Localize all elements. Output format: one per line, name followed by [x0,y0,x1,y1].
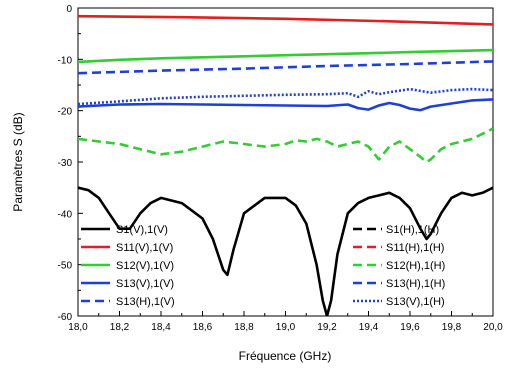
legend-label: S1(H),1(H) [386,224,439,236]
y-tick-label: -50 [58,261,73,272]
x-tick-label: 18,6 [193,322,213,333]
legend-label: S11(V),1(V) [116,242,173,254]
y-tick-label: -10 [58,55,73,66]
series-line [78,48,493,64]
y-tick-label: 0 [66,4,72,15]
legend-label: S12(H),1(H) [386,260,445,272]
series-line [78,127,493,164]
x-tick-label: 18,0 [68,322,88,333]
x-tick-label: 19,6 [400,322,420,333]
y-tick-label: -60 [58,312,73,323]
y-tick-label: -20 [58,107,73,118]
series-line [78,98,493,112]
legend-label: S13(V),1(H) [386,296,445,308]
x-tick-label: 20,0 [483,322,503,333]
legend-label: S13(H),1(V) [116,296,175,308]
legend: S1(V),1(V) S11(V),1(V) S12(V),1(V) S13(V),1… [81,224,445,308]
series-line [78,14,493,26]
x-tick-label: 19,0 [276,322,296,333]
legend-label: S11(H),1(H) [386,242,444,254]
series-line [78,186,493,316]
series-line [78,87,493,106]
x-tick-label: 19,2 [317,322,337,333]
x-tick-label: 18,8 [234,322,254,333]
x-tick-label: 19,8 [442,322,462,333]
y-tick-label: -30 [58,158,73,169]
series-layer [78,14,493,316]
legend-label: S1(V),1(V) [116,224,168,236]
legend-label: S13(H),1(H) [386,278,445,290]
axis-ticks: 18,0 18,2 18,4 18,6 18,8 19,0 19,2 19,4 19,6 19,8… [58,4,504,333]
x-tick-label: 18,2 [110,322,130,333]
x-tick-label: 18,4 [151,322,171,333]
x-axis-label: Fréquence (GHz) [239,349,332,363]
x-tick-label: 19,4 [359,322,379,333]
y-tick-label: -40 [58,209,73,220]
legend-label: S12(V),1(V) [116,260,174,272]
legend-label: S13(V),1(V) [116,278,174,290]
y-axis-label: Paramètres S (dB) [11,112,25,211]
